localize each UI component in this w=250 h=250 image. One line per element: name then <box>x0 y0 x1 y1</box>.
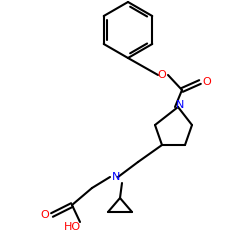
Text: N: N <box>176 100 184 110</box>
Text: O: O <box>40 210 50 220</box>
Text: N: N <box>112 172 120 182</box>
Text: O: O <box>158 70 166 80</box>
Text: O: O <box>202 77 211 87</box>
Text: HO: HO <box>64 222 80 232</box>
